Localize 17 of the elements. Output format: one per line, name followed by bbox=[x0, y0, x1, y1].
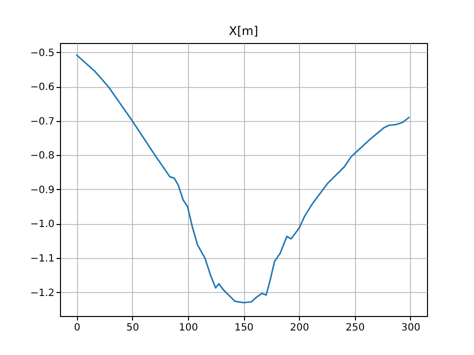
line-series bbox=[76, 54, 410, 304]
x-tick-label: 150 bbox=[234, 322, 254, 334]
x-tick-label: 50 bbox=[126, 322, 140, 334]
y-tick-label: −1.1 bbox=[30, 254, 54, 265]
y-tick-label: −0.9 bbox=[30, 184, 54, 196]
y-tick-label: −0.5 bbox=[30, 48, 54, 59]
x-tick-label: 300 bbox=[401, 322, 420, 334]
y-tick-label: −1.0 bbox=[30, 219, 54, 230]
y-tick-label: −0.6 bbox=[30, 82, 54, 94]
chart-title: X[m] bbox=[228, 24, 258, 38]
x-tick-label: 250 bbox=[346, 322, 365, 334]
y-tick-label: −1.2 bbox=[30, 288, 54, 299]
y-tick-label: −0.7 bbox=[30, 116, 54, 128]
x-tick-label: 200 bbox=[290, 322, 310, 334]
x-tick-label: 100 bbox=[178, 322, 198, 334]
y-tick-label: −0.8 bbox=[30, 150, 54, 162]
x-tick-label: 0 bbox=[74, 322, 80, 334]
